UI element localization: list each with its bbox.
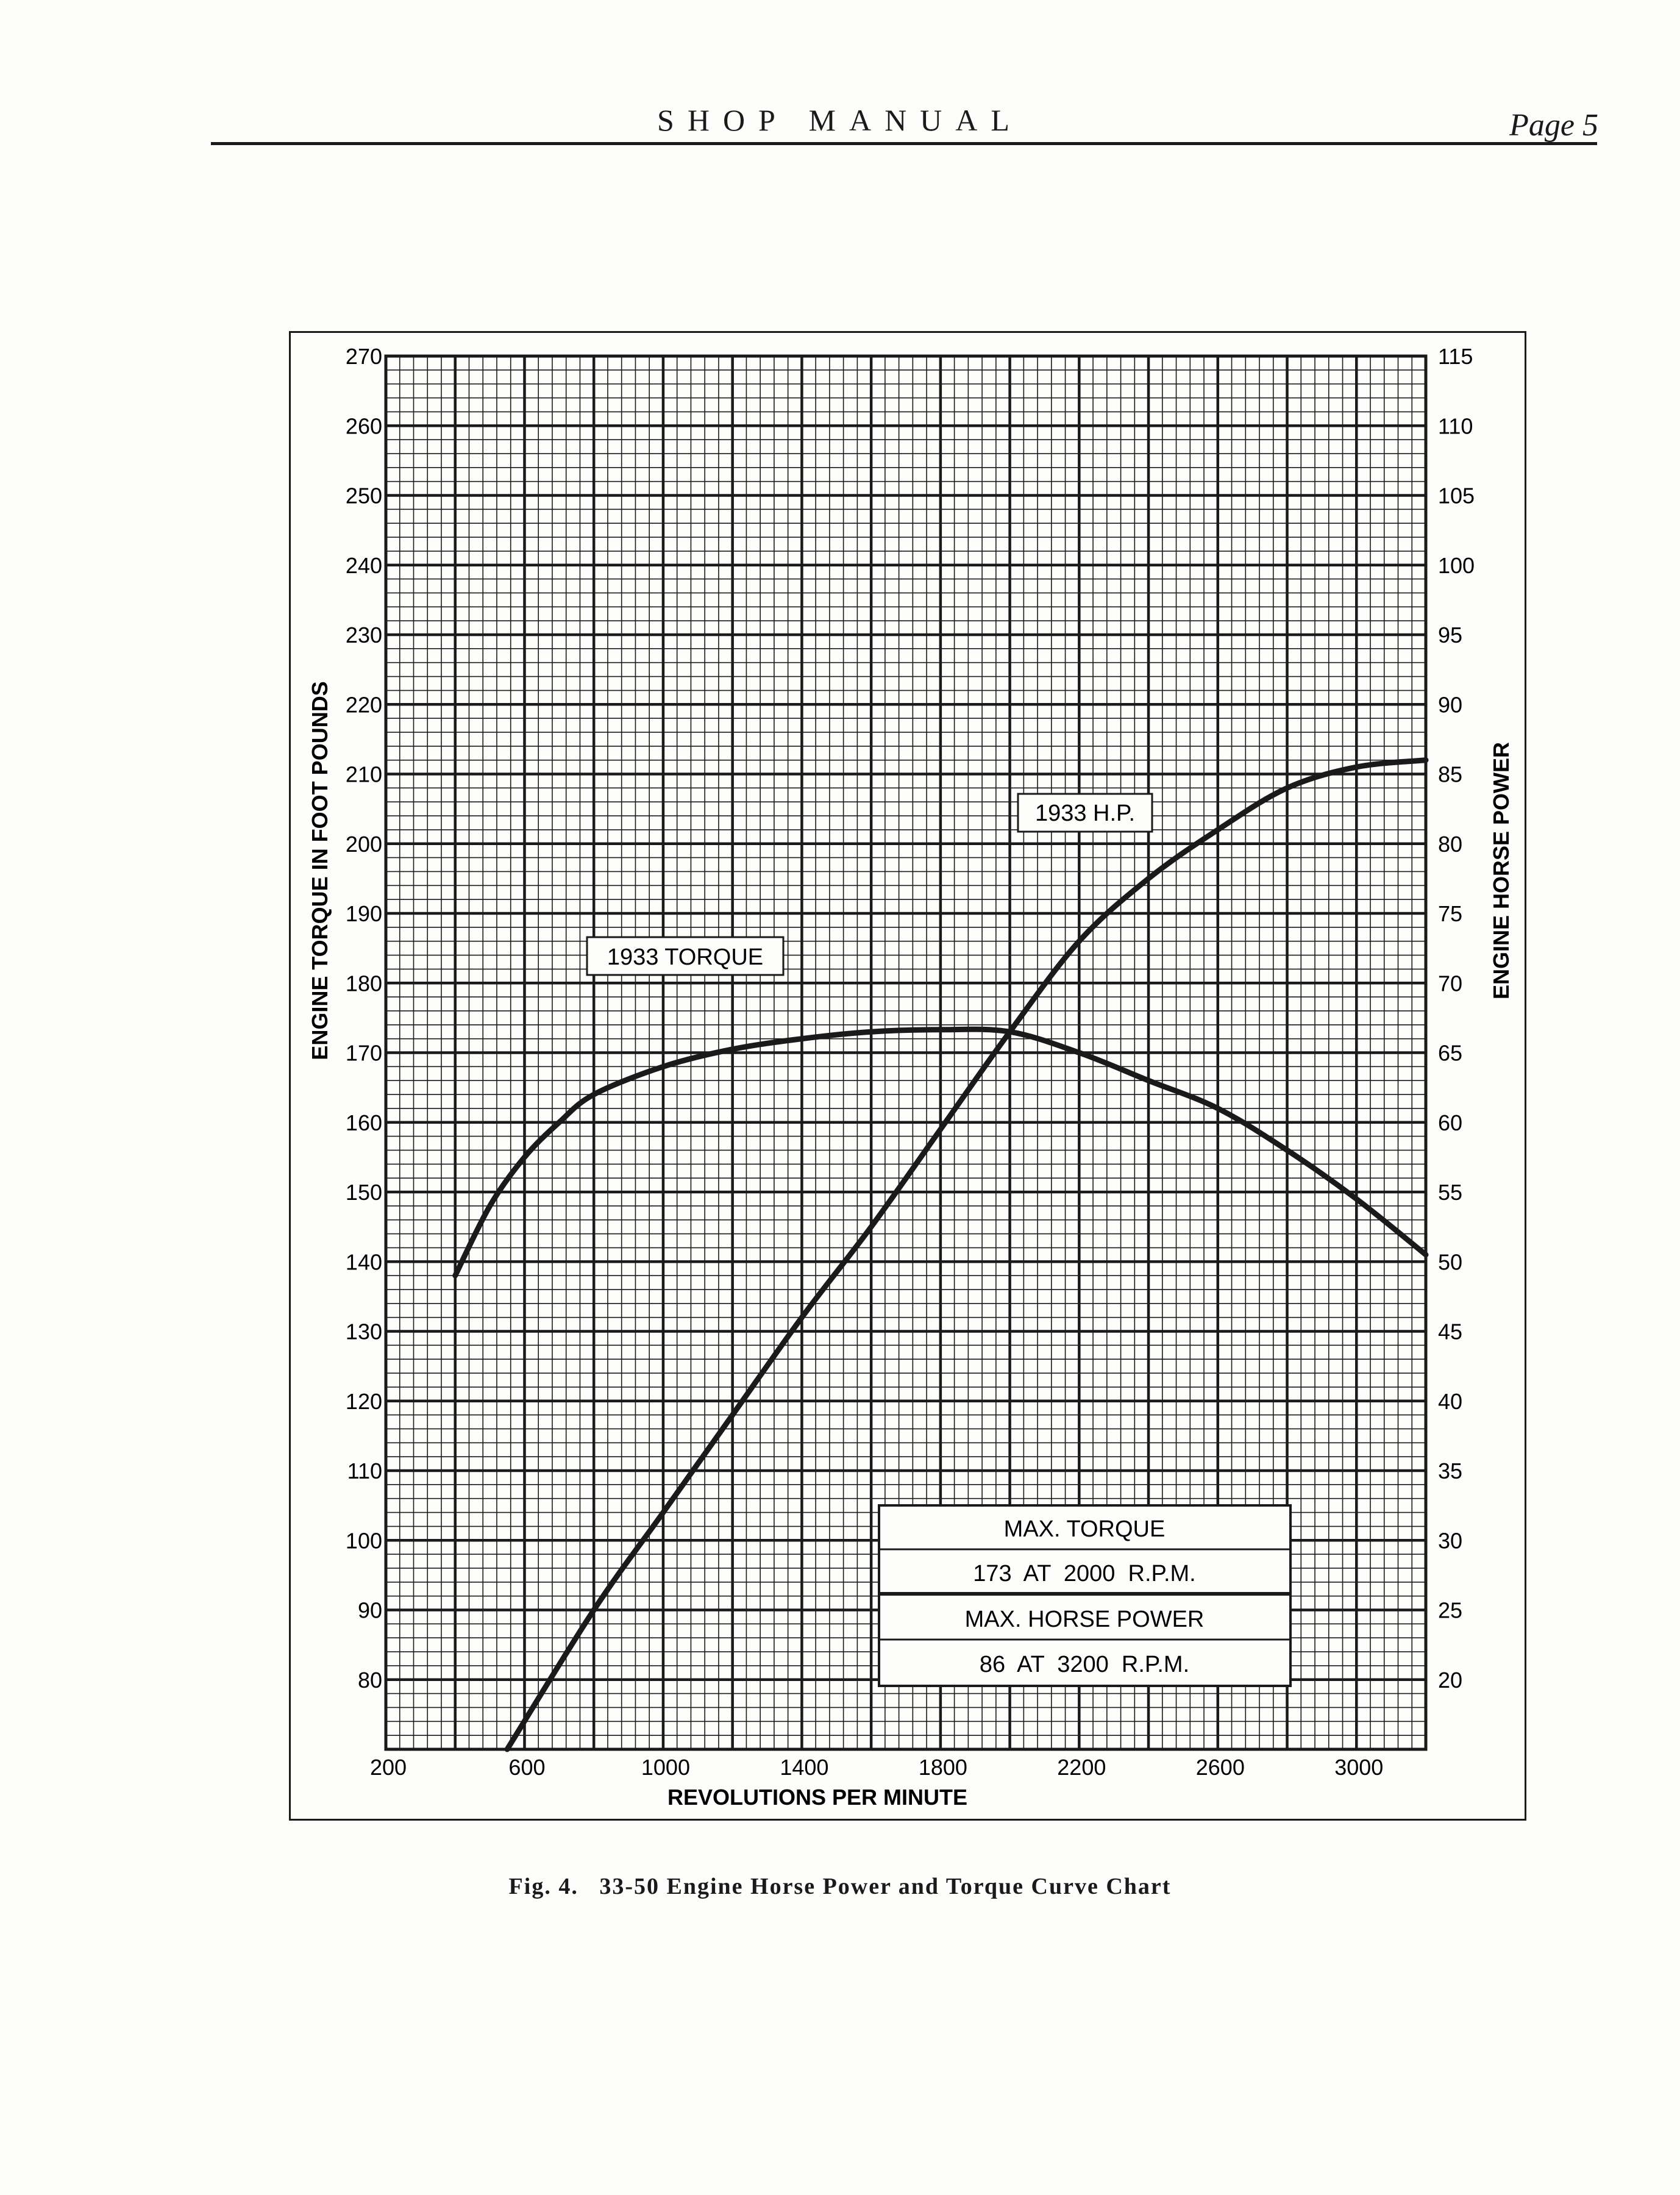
y-right-tick-label: 110	[1438, 413, 1473, 438]
y-right-tick-label: 20	[1438, 1668, 1462, 1693]
y-right-tick-label: 60	[1438, 1110, 1462, 1135]
header-title: SHOP MANUAL	[657, 103, 1023, 137]
y-left-tick-label: 260	[346, 413, 382, 438]
y-right-tick-label: 100	[1438, 553, 1475, 578]
x-tick-label: 600	[508, 1755, 545, 1780]
y-left-tick-label: 100	[346, 1528, 382, 1553]
x-tick-label: 200	[370, 1755, 407, 1780]
y-right-tick-label: 90	[1438, 692, 1462, 717]
y-right-tick-label: 95	[1438, 623, 1462, 648]
grid-major	[384, 354, 1428, 1751]
y-left-tick-label: 170	[346, 1041, 382, 1066]
y-left-tick-label: 240	[346, 553, 382, 578]
tick-labels: 200 600 1000 1400 1800 2200 2600 3000 80 90 100 110…	[346, 344, 1475, 1780]
y-left-tick-label: 80	[358, 1668, 382, 1693]
x-tick-label: 1800	[919, 1755, 967, 1780]
y-left-tick-label: 150	[346, 1180, 382, 1205]
y-left-tick-label: 250	[346, 484, 382, 509]
horsepower-curve	[504, 757, 1429, 1752]
x-tick-label: 1400	[780, 1755, 828, 1780]
x-tick-label: 2600	[1196, 1755, 1245, 1780]
y-left-tick-label: 230	[346, 623, 382, 648]
torque-label: 1933 TORQUE	[607, 944, 763, 970]
y-left-tick-label: 90	[358, 1598, 382, 1623]
y-right-tick-label: 35	[1438, 1458, 1462, 1483]
y-left-tick-label: 140	[346, 1249, 382, 1274]
y-left-tick-label: 200	[346, 832, 382, 857]
x-tick-label: 2200	[1057, 1755, 1106, 1780]
y-right-tick-label: 40	[1438, 1389, 1462, 1414]
y-right-tick-label: 25	[1438, 1598, 1462, 1623]
x-tick-label: 3000	[1334, 1755, 1383, 1780]
y-left-tick-label: 190	[346, 901, 382, 926]
chart-frame: 200 600 1000 1400 1800 2200 2600 3000 80 90 100 110…	[289, 331, 1526, 1821]
figure-caption: Fig. 4. 33-50 Engine Horse Power and Tor…	[508, 1874, 1172, 1899]
y-left-tick-label: 160	[346, 1110, 382, 1135]
plot-border	[384, 354, 1428, 1751]
torque-label-box	[586, 936, 785, 976]
y-left-tick-label: 130	[346, 1319, 382, 1344]
y-right-tick-label: 80	[1438, 832, 1462, 857]
x-tick-label: 1000	[641, 1755, 690, 1780]
y-right-tick-label: 45	[1438, 1319, 1462, 1344]
max-torque-value: 173 AT 2000 R.P.M.	[973, 1561, 1195, 1586]
y-left-tick-label: 120	[346, 1389, 382, 1414]
max-hp-title: MAX. HORSE POWER	[965, 1607, 1205, 1632]
y-right-tick-label: 30	[1438, 1528, 1462, 1553]
y-left-tick-label: 180	[346, 971, 382, 996]
y-left-tick-label: 110	[347, 1458, 382, 1483]
y-right-tick-label: 85	[1438, 762, 1462, 787]
y-right-tick-label: 65	[1438, 1041, 1462, 1066]
y-left-tick-label: 220	[346, 692, 382, 717]
x-axis-label: REVOLUTIONS PER MINUTE	[667, 1785, 967, 1810]
chart-svg: 200 600 1000 1400 1800 2200 2600 3000 80 90 100 110…	[307, 344, 1514, 1810]
y-right-tick-label: 75	[1438, 901, 1462, 926]
y-right-tick-label: 50	[1438, 1249, 1462, 1274]
y-left-tick-label: 210	[346, 762, 382, 787]
y-right-tick-label: 105	[1438, 484, 1475, 509]
y-right-label: ENGINE HORSE POWER	[1489, 742, 1514, 999]
y-right-tick-label: 115	[1438, 344, 1473, 369]
y-left-tick-label: 270	[346, 344, 382, 369]
y-right-tick-label: 55	[1438, 1180, 1462, 1205]
torque-curve	[452, 1026, 1429, 1279]
max-torque-title: MAX. TORQUE	[1004, 1516, 1166, 1542]
annotations: 1933 TORQUE 1933 H.P. MAX. TORQUE 173 AT…	[586, 793, 1292, 1687]
max-hp-value: 86 AT 3200 R.P.M.	[980, 1652, 1189, 1677]
page-number: Page 5	[1509, 108, 1598, 143]
y-right-tick-label: 70	[1438, 971, 1462, 996]
hp-label: 1933 H.P.	[1035, 801, 1135, 826]
header-rule	[211, 142, 1597, 145]
hp-label-box	[1017, 793, 1153, 833]
y-left-label: ENGINE TORQUE IN FOOT POUNDS	[307, 681, 332, 1060]
series-layer	[452, 757, 1429, 1752]
